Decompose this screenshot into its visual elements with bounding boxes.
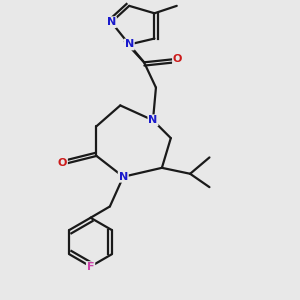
Text: N: N [118,172,128,182]
Text: O: O [173,54,182,64]
Text: N: N [124,40,134,50]
Text: N: N [148,115,158,125]
Text: N: N [107,17,116,27]
Text: O: O [58,158,67,168]
Text: F: F [87,262,94,272]
